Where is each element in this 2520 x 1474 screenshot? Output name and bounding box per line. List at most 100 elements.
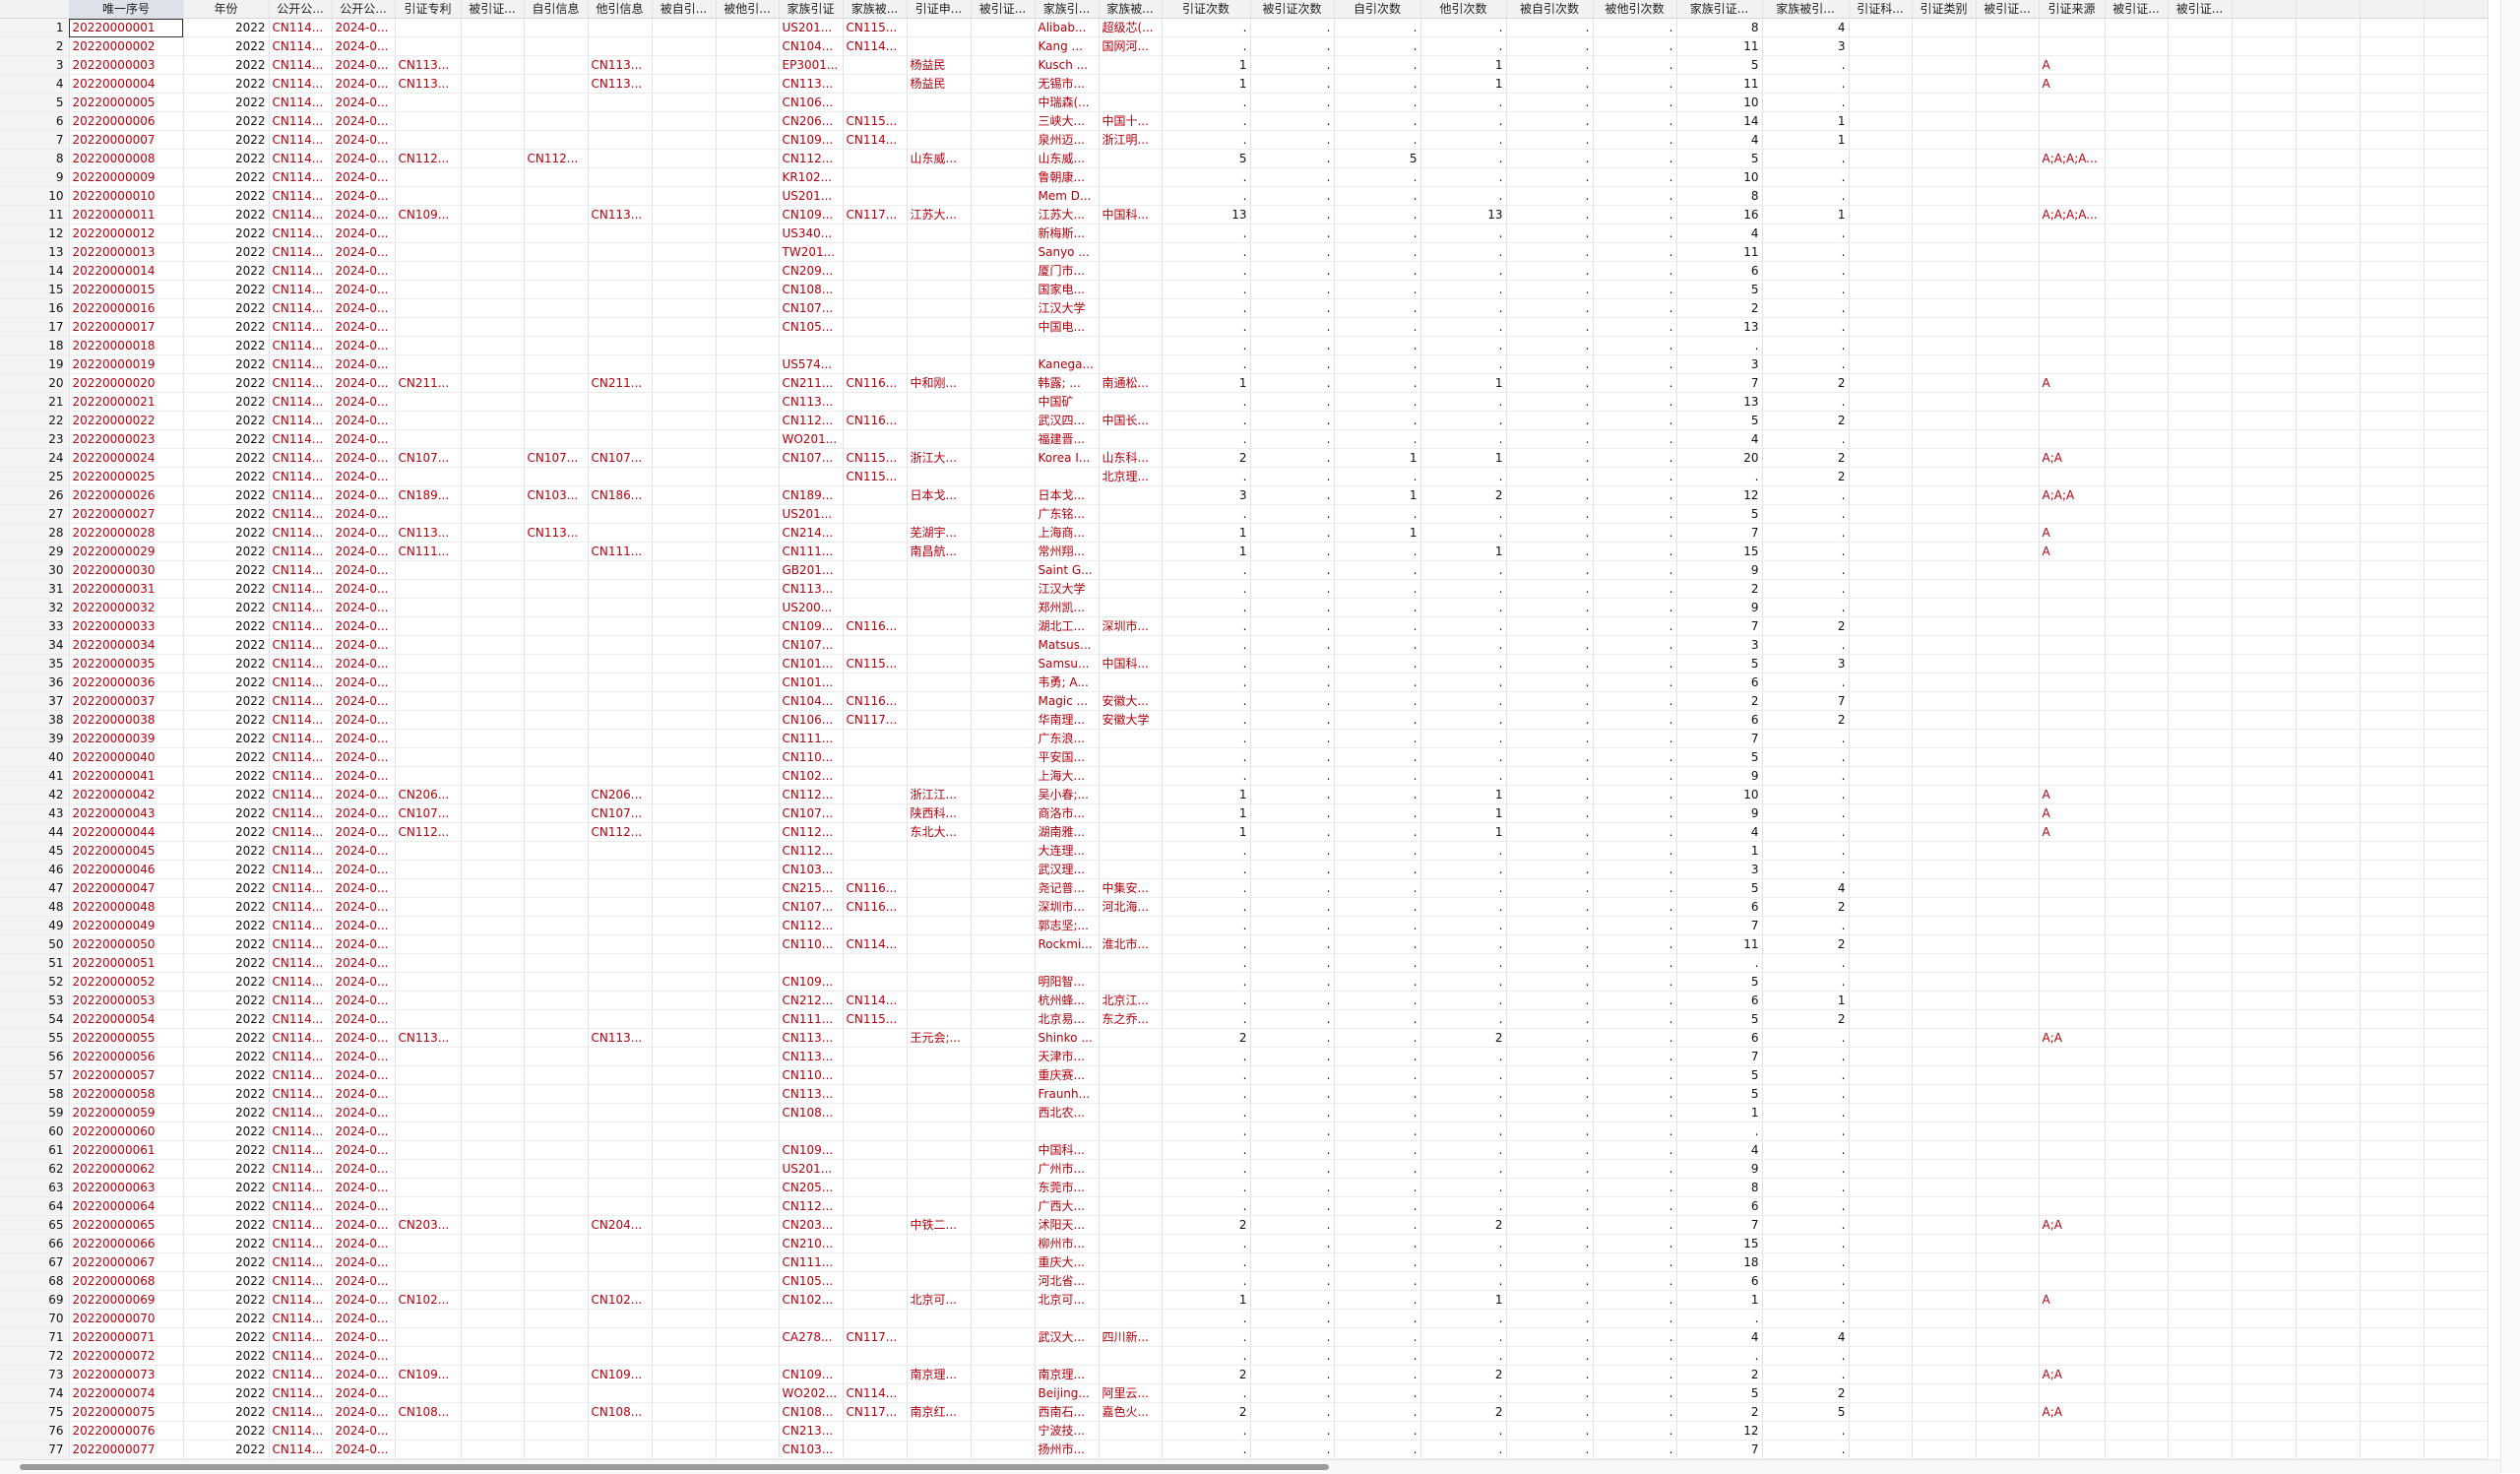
column-header[interactable]: 被引证... xyxy=(461,0,525,19)
cell xyxy=(652,841,717,861)
cell: . xyxy=(1506,1421,1594,1441)
cell: 深圳市... xyxy=(1099,616,1163,636)
cell: 20220000040 xyxy=(69,747,184,767)
cell xyxy=(588,93,653,112)
column-header[interactable]: 自引信息 xyxy=(524,0,589,19)
cell xyxy=(907,710,972,730)
column-header[interactable]: 家族被引... xyxy=(1762,0,1850,19)
column-header[interactable]: 被引证... xyxy=(971,0,1036,19)
cell: . xyxy=(1334,897,1421,917)
cell xyxy=(1099,523,1163,543)
cell: 嘉色火... xyxy=(1099,1402,1163,1422)
cell xyxy=(524,878,589,898)
cell: 20220000061 xyxy=(69,1140,184,1160)
cell xyxy=(1849,317,1913,337)
cell: 9 xyxy=(1676,766,1763,786)
column-header[interactable]: 被自引次数 xyxy=(1506,0,1594,19)
column-header[interactable]: 被引证次数 xyxy=(1250,0,1335,19)
cell xyxy=(461,1103,525,1122)
cell xyxy=(1912,878,1977,898)
cell: CN108... xyxy=(779,1402,844,1422)
cell: . xyxy=(1762,972,1850,992)
cell: CN210... xyxy=(779,1234,844,1253)
cell: CN114... xyxy=(269,130,333,150)
column-header[interactable]: 唯一序号 xyxy=(69,0,184,19)
cell: . xyxy=(1506,747,1594,767)
cell xyxy=(907,336,972,355)
column-header[interactable]: 家族被... xyxy=(1099,0,1163,19)
scroll-thumb[interactable] xyxy=(20,1464,1329,1470)
vertical-scrollbar[interactable] xyxy=(2500,0,2520,1473)
cell xyxy=(716,1084,780,1104)
column-header[interactable]: 家族引证... xyxy=(1676,0,1763,19)
column-header[interactable]: 被自引... xyxy=(652,0,717,19)
cell: . xyxy=(1334,18,1421,37)
column-header[interactable]: 公开公... xyxy=(332,0,396,19)
cell xyxy=(716,1290,780,1310)
column-header[interactable]: 他引次数 xyxy=(1420,0,1507,19)
cell xyxy=(843,916,908,935)
cell xyxy=(2039,242,2106,262)
cell: . xyxy=(1506,205,1594,224)
empty-cell xyxy=(2232,785,2297,804)
cell xyxy=(652,916,717,935)
column-header[interactable]: 引证申... xyxy=(907,0,972,19)
cell: 1 xyxy=(1420,542,1507,561)
column-header[interactable]: 被他引次数 xyxy=(1593,0,1677,19)
column-header[interactable]: 被引证... xyxy=(2105,0,2169,19)
cell: . xyxy=(1762,186,1850,206)
empty-cell xyxy=(2232,1084,2297,1104)
column-header[interactable]: 家族引... xyxy=(1035,0,1100,19)
cell: 2022 xyxy=(183,280,270,299)
cell: 东北大... xyxy=(907,822,972,842)
column-header[interactable]: 引证类别 xyxy=(1912,0,1977,19)
cell: 中铁二... xyxy=(907,1215,972,1235)
cell xyxy=(2168,448,2233,468)
cell xyxy=(843,1065,908,1085)
column-header[interactable]: 公开公... xyxy=(269,0,333,19)
column-header[interactable]: 引证科... xyxy=(1849,0,1913,19)
cell: 2024-0... xyxy=(332,523,396,543)
cell: . xyxy=(1506,93,1594,112)
cell: 2024-0... xyxy=(332,710,396,730)
column-header[interactable]: 被引证... xyxy=(2168,0,2233,19)
cell xyxy=(395,1234,462,1253)
cell xyxy=(652,411,717,430)
cell xyxy=(1976,467,2040,486)
column-header[interactable]: 引证专利 xyxy=(395,0,462,19)
empty-cell xyxy=(2360,1103,2425,1122)
column-header[interactable]: 他引信息 xyxy=(588,0,653,19)
cell xyxy=(524,560,589,580)
column-header[interactable]: 家族引证 xyxy=(779,0,844,19)
cell: . xyxy=(1250,1383,1335,1403)
column-header[interactable]: 家族被... xyxy=(843,0,908,19)
cell xyxy=(461,167,525,187)
cell: 20220000048 xyxy=(69,897,184,917)
column-header[interactable]: 年份 xyxy=(183,0,270,19)
cell: . xyxy=(1420,729,1507,748)
data-row: 67 20220000067 2022 CN114... 2024-0... CN111.… xyxy=(0,1252,2488,1272)
column-header[interactable]: 引证来源 xyxy=(2039,0,2106,19)
cell: 2022 xyxy=(183,654,270,673)
cell xyxy=(2168,1178,2233,1197)
column-header[interactable]: 引证次数 xyxy=(1162,0,1251,19)
cell: 2 xyxy=(1676,579,1763,599)
row-number: 6 xyxy=(0,111,70,131)
cell xyxy=(1849,1309,1913,1328)
cell: . xyxy=(1506,317,1594,337)
cell: CN114... xyxy=(269,1327,333,1347)
horizontal-scrollbar[interactable] xyxy=(0,1459,2500,1474)
cell: 2024-0... xyxy=(332,1084,396,1104)
cell: . xyxy=(1762,1290,1850,1310)
column-header[interactable]: 自引次数 xyxy=(1334,0,1421,19)
cell: . xyxy=(1250,261,1335,281)
cell: . xyxy=(1506,1365,1594,1384)
column-header[interactable]: 被他引... xyxy=(716,0,780,19)
row-number: 55 xyxy=(0,1028,70,1048)
empty-cell xyxy=(2232,1234,2297,1253)
cell xyxy=(1099,560,1163,580)
cell xyxy=(716,654,780,673)
cell: 20220000069 xyxy=(69,1290,184,1310)
column-header[interactable]: 被引证... xyxy=(1976,0,2040,19)
cell xyxy=(652,1402,717,1422)
